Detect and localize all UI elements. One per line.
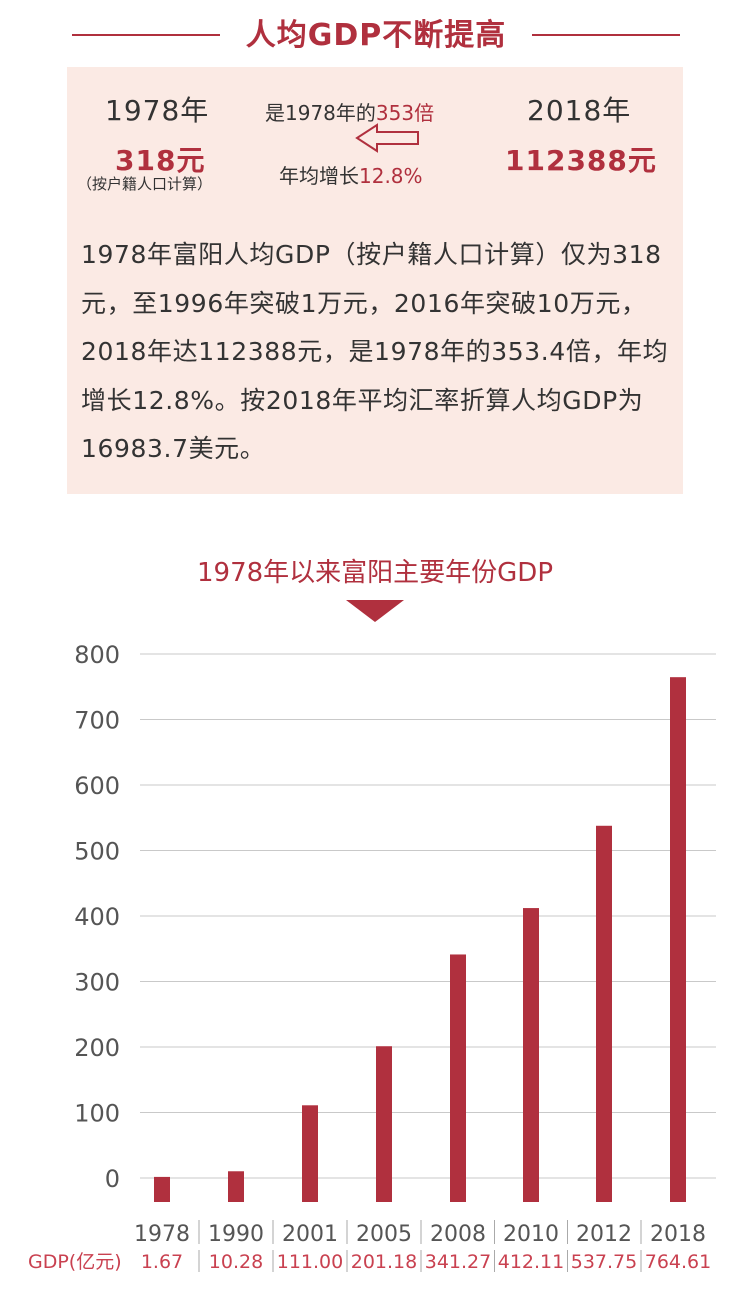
section-title: 人均GDP不断提高 bbox=[245, 18, 507, 53]
y-tick-label: 600 bbox=[74, 772, 120, 800]
y-tick-label: 300 bbox=[74, 969, 120, 997]
y-tick-label: 100 bbox=[74, 1100, 120, 1128]
x-tick-label: 2018 bbox=[650, 1222, 706, 1247]
divider-left bbox=[72, 34, 220, 36]
bar bbox=[376, 1046, 392, 1202]
growth-value: 12.8% bbox=[359, 164, 423, 188]
value-row-label: GDP(亿元) bbox=[28, 1251, 122, 1273]
growth-text: 年均增长12.8% bbox=[279, 160, 423, 189]
x-tick-label: 1978 bbox=[134, 1222, 190, 1247]
y-tick-label: 200 bbox=[74, 1034, 120, 1062]
left-arrow-icon bbox=[355, 123, 419, 153]
section-header: 人均GDP不断提高 bbox=[0, 6, 750, 54]
y-tick-label: 400 bbox=[74, 903, 120, 931]
bar bbox=[450, 954, 466, 1202]
data-label: 537.75 bbox=[571, 1251, 637, 1273]
description-paragraph: 1978年富阳人均GDP（按户籍人口计算）仅为318元，至1996年突破1万元，… bbox=[81, 240, 669, 463]
bar bbox=[670, 677, 686, 1202]
data-label: 201.18 bbox=[351, 1251, 417, 1273]
multiple-value: 353倍 bbox=[375, 101, 435, 125]
down-triangle-icon bbox=[346, 600, 404, 622]
x-tick-label: 2012 bbox=[576, 1222, 632, 1247]
bar bbox=[523, 908, 539, 1202]
data-label: 10.28 bbox=[209, 1251, 263, 1273]
y-tick-label: 0 bbox=[105, 1165, 120, 1193]
start-note: （按户籍人口计算） bbox=[77, 175, 213, 193]
bar bbox=[596, 825, 612, 1202]
data-label: 111.00 bbox=[277, 1251, 343, 1273]
multiple-text: 是1978年的353倍 bbox=[265, 97, 434, 126]
y-tick-label: 800 bbox=[74, 641, 120, 669]
x-tick-label: 2005 bbox=[356, 1222, 412, 1247]
bar bbox=[302, 1105, 318, 1202]
multiple-prefix: 是1978年的 bbox=[265, 101, 376, 125]
data-label: 1.67 bbox=[141, 1251, 183, 1273]
growth-prefix: 年均增长 bbox=[279, 164, 359, 188]
bar bbox=[228, 1171, 244, 1202]
y-tick-label: 500 bbox=[74, 838, 120, 866]
divider-right bbox=[532, 34, 680, 36]
data-label: 341.27 bbox=[425, 1251, 491, 1273]
end-value: 112388元 bbox=[505, 144, 657, 177]
x-tick-label: 2010 bbox=[503, 1222, 559, 1247]
data-label: 764.61 bbox=[645, 1251, 711, 1273]
end-year: 2018年 bbox=[527, 94, 632, 127]
start-year: 1978年 bbox=[105, 94, 210, 127]
bar bbox=[154, 1176, 170, 1202]
start-value: 318元 bbox=[115, 144, 206, 177]
x-tick-label: 1990 bbox=[208, 1222, 264, 1247]
data-label: 412.11 bbox=[498, 1251, 564, 1273]
x-tick-label: 2001 bbox=[282, 1222, 338, 1247]
x-tick-label: 2008 bbox=[430, 1222, 486, 1247]
info-panel: 1978年 318元 （按户籍人口计算） 是1978年的353倍 年均增长12.… bbox=[67, 67, 683, 494]
chart-title: 1978年以来富阳主要年份GDP bbox=[196, 558, 553, 588]
y-tick-label: 700 bbox=[74, 707, 120, 735]
